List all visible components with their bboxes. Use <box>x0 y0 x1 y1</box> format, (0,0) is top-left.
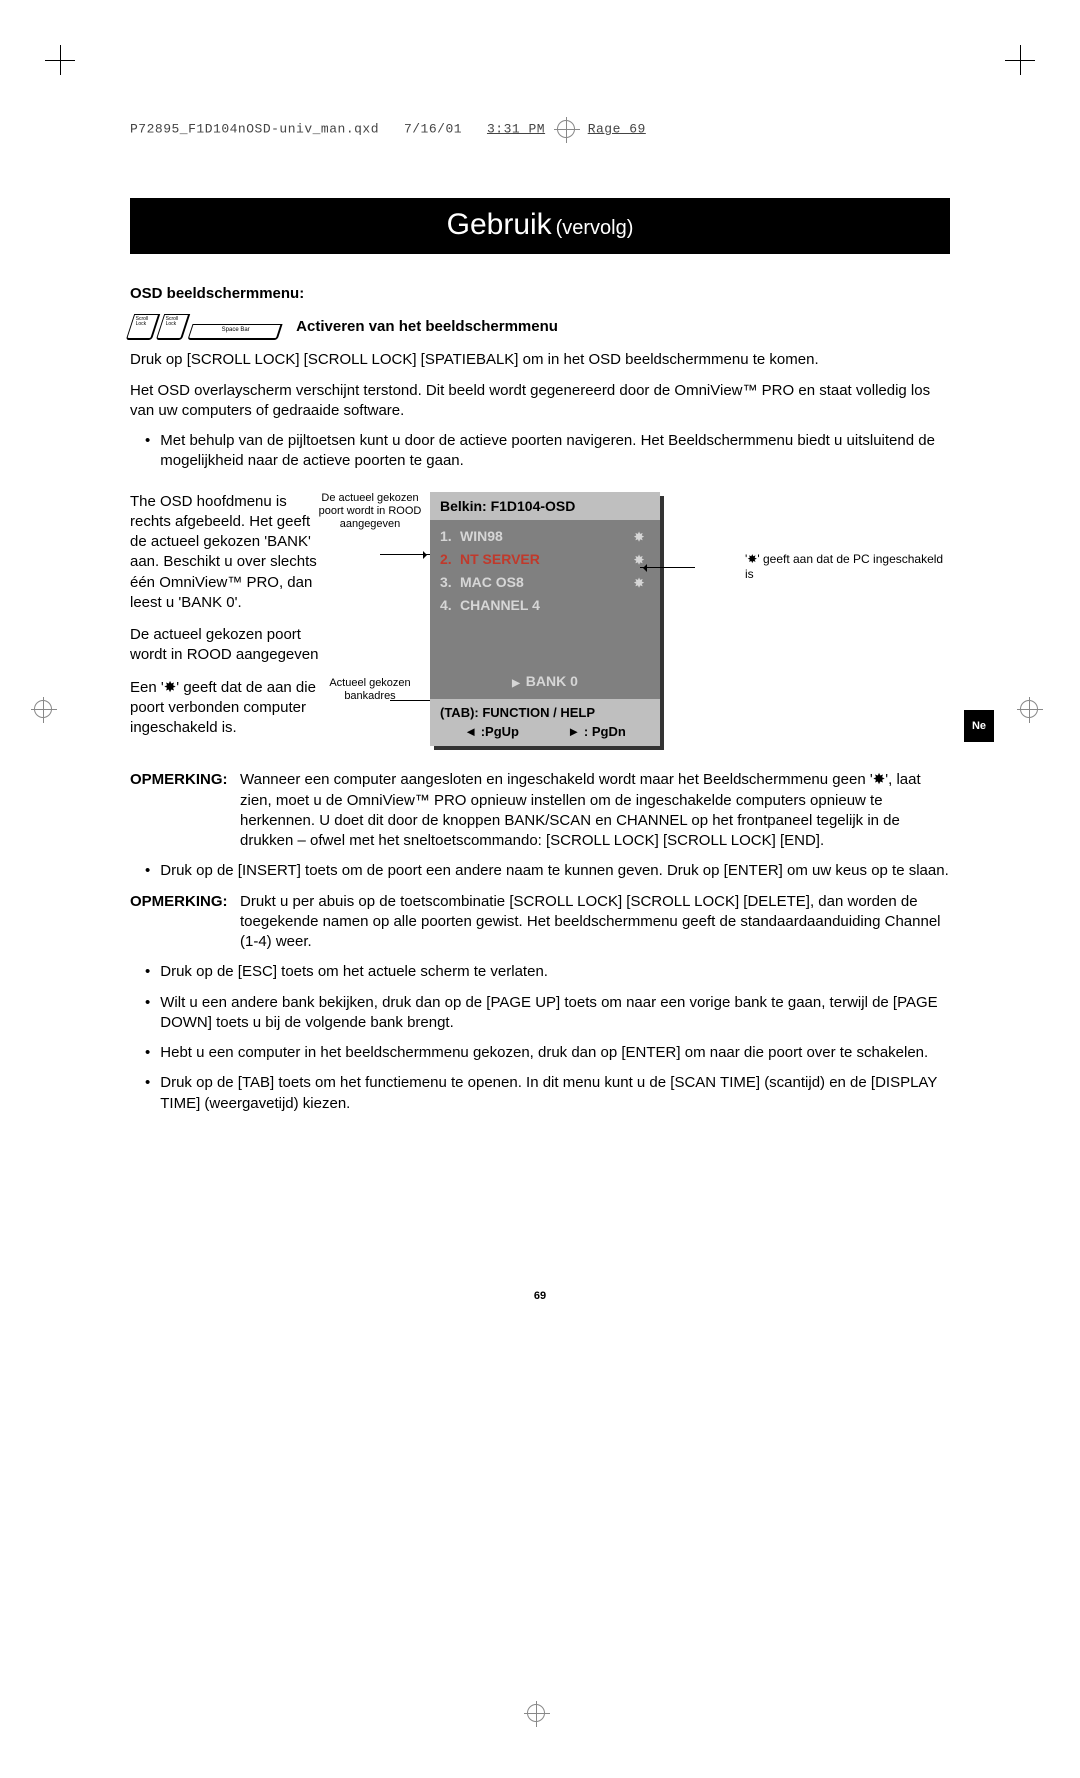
osd-port-label: CHANNEL 4 <box>460 596 644 615</box>
registration-mark-icon <box>557 120 575 138</box>
note-text: Wanneer een computer aangesloten en inge… <box>240 770 950 851</box>
osd-port-label: MAC OS8 <box>460 573 634 592</box>
crop-mark-registration <box>45 45 75 75</box>
osd-menu-panel: Belkin: F1D104-OSD 1. WIN98 ✸ 2. NT SERV… <box>430 492 660 746</box>
scroll-lock-key-icon: ScrollLock <box>126 314 160 340</box>
body-paragraph: Het OSD overlayscherm verschijnt terston… <box>130 381 950 422</box>
note-block: OPMERKING: Drukt u per abuis op de toets… <box>130 892 950 953</box>
bullet-text: Druk op de [TAB] toets om het functiemen… <box>160 1073 950 1114</box>
note-block: OPMERKING: Wanneer een computer aangeslo… <box>130 770 950 851</box>
osd-bank-text: BANK 0 <box>526 673 578 689</box>
osd-bank-label: ▶ BANK 0 <box>440 672 650 691</box>
osd-port-label: NT SERVER <box>460 550 634 569</box>
body-paragraph: De actueel gekozen poort wordt in ROOD a… <box>130 625 320 666</box>
annotation-star: '✸' geeft aan dat de PC ingeschakeld is <box>745 552 950 583</box>
section-title-bar: Gebruik (vervolg) <box>130 198 950 254</box>
osd-description-left: The OSD hoofdmenu is rechts afgebeeld. H… <box>130 492 320 751</box>
body-paragraph: The OSD hoofdmenu is rechts afgebeeld. H… <box>130 492 320 614</box>
language-tab: Ne <box>964 710 994 742</box>
osd-footer-pgdn: ► : PgDn <box>567 723 625 741</box>
bullet-text: Druk op de [ESC] toets om het actuele sc… <box>160 962 548 982</box>
scroll-lock-key-icon: ScrollLock <box>156 314 190 340</box>
bullet-item: Hebt u een computer in het beeldschermme… <box>130 1043 950 1063</box>
body-paragraph: Een '✸' geeft dat de aan die poort verbo… <box>130 678 320 739</box>
bullet-text: Met behulp van de pijltoetsen kunt u doo… <box>160 431 950 472</box>
title-main: Gebruik <box>447 208 552 241</box>
print-slug: P72895_F1D104nOSD-univ_man.qxd 7/16/01 3… <box>130 120 950 138</box>
note-tag: OPMERKING: <box>130 770 240 851</box>
osd-port-num: 3. <box>440 573 460 592</box>
bullet-item: Met behulp van de pijltoetsen kunt u doo… <box>130 431 950 472</box>
bullet-item: Druk op de [ESC] toets om het actuele sc… <box>130 962 950 982</box>
osd-port-row: 4. CHANNEL 4 <box>440 594 650 617</box>
activate-label: Activeren van het beeldschermmenu <box>296 318 558 335</box>
title-sub: (vervolg) <box>556 217 634 239</box>
triangle-right-icon: ▶ <box>512 678 520 689</box>
spacebar-key-icon: Space Bar <box>187 324 282 340</box>
bullet-item: Druk op de [INSERT] toets om de poort ee… <box>130 861 950 881</box>
osd-footer-pgup: ◄ :PgUp <box>464 723 519 741</box>
slug-time: 3:31 PM <box>487 121 545 136</box>
activate-row: ScrollLock ScrollLock Space Bar Activere… <box>130 314 950 340</box>
osd-port-indicator-icon: ✸ <box>634 529 644 545</box>
osd-footer: (TAB): FUNCTION / HELP ◄ :PgUp ► : PgDn <box>430 699 660 746</box>
bullet-text: Wilt u een andere bank bekijken, druk da… <box>160 993 950 1034</box>
annotation-arrow <box>380 554 430 555</box>
osd-port-row: 3. MAC OS8 ✸ <box>440 571 650 594</box>
osd-port-num: 2. <box>440 550 460 569</box>
bullet-item: Druk op de [TAB] toets om het functiemen… <box>130 1073 950 1114</box>
osd-port-num: 4. <box>440 596 460 615</box>
osd-port-indicator-icon: ✸ <box>634 575 644 591</box>
bullet-text: Druk op de [INSERT] toets om de poort ee… <box>160 861 948 881</box>
slug-date: 7/16/01 <box>404 121 462 136</box>
annotation-arrow <box>640 567 695 568</box>
bullet-text: Hebt u een computer in het beeldschermme… <box>160 1043 928 1063</box>
note-text: Drukt u per abuis op de toetscombinatie … <box>240 892 950 953</box>
page-number: 69 <box>0 1290 1080 1302</box>
osd-title: Belkin: F1D104-OSD <box>430 492 660 521</box>
section-heading: OSD beeldschermmenu: <box>130 284 950 304</box>
note-tag: OPMERKING: <box>130 892 240 953</box>
body-paragraph: Druk op [SCROLL LOCK] [SCROLL LOCK] [SPA… <box>130 350 950 370</box>
osd-port-label: WIN98 <box>460 527 634 546</box>
crop-mark-registration <box>1005 45 1035 75</box>
osd-port-num: 1. <box>440 527 460 546</box>
slug-page: Rage 69 <box>588 121 646 136</box>
osd-port-row-selected: 2. NT SERVER ✸ <box>440 548 650 571</box>
osd-port-row: 1. WIN98 ✸ <box>440 525 650 548</box>
annotation-port: De actueel gekozen poort wordt in ROOD a… <box>315 492 425 532</box>
osd-footer-help: (TAB): FUNCTION / HELP <box>440 704 650 722</box>
slug-file: P72895_F1D104nOSD-univ_man.qxd <box>130 121 379 136</box>
registration-mark <box>30 700 64 734</box>
registration-mark <box>523 1704 557 1738</box>
bullet-item: Wilt u een andere bank bekijken, druk da… <box>130 993 950 1034</box>
key-icons: ScrollLock ScrollLock Space Bar <box>130 314 280 340</box>
registration-mark <box>1016 700 1050 734</box>
